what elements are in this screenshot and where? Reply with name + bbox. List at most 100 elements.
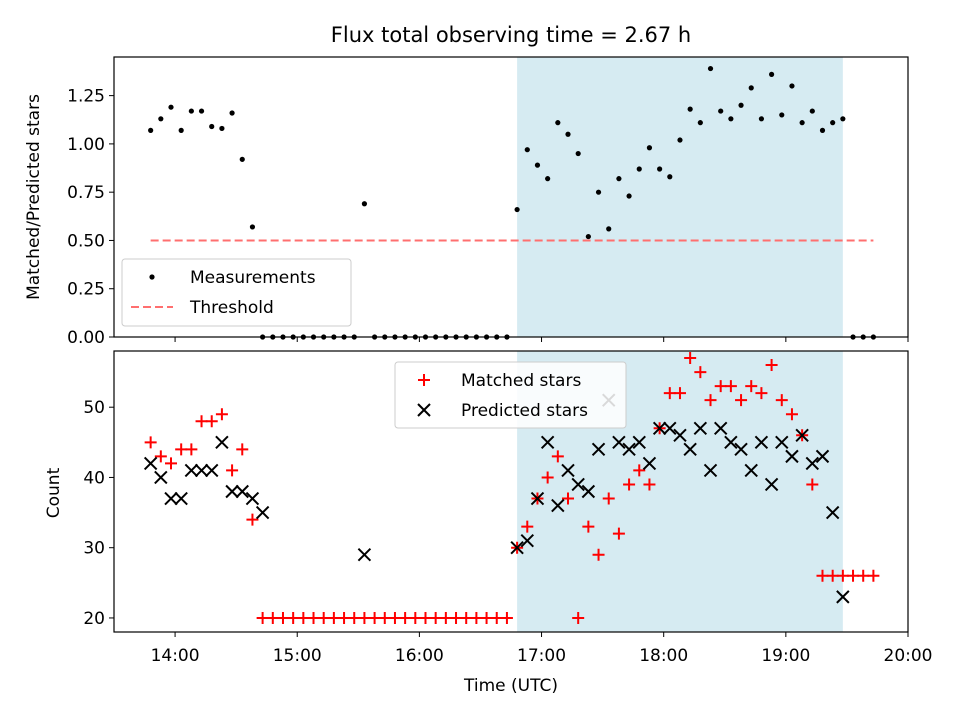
matched-star-point [236,443,249,456]
legend-label-predicted: Predicted stars [461,401,588,421]
matched-star-point [388,611,401,624]
measurement-point [677,137,683,143]
measurement-point [718,108,724,114]
measurement-point [646,145,653,151]
matched-star-point [450,611,463,624]
matched-star-point [378,611,391,624]
matched-star-point [826,569,839,582]
matched-star-point [439,611,452,624]
matched-star-point [623,478,636,491]
matched-star-point [246,513,259,526]
measurement-point [249,224,256,230]
measurement-point [616,176,622,182]
measurement-point [575,150,581,157]
predicted-star-point [815,449,830,464]
matched-star-point [419,611,432,624]
predicted-star-point [825,505,840,520]
y-tick-label: 40 [83,468,105,488]
predicted-star-point [673,428,687,443]
measurement-point [779,112,785,118]
measurement-point [198,108,205,114]
measurement-point [768,71,775,77]
predicted-star-point [836,590,850,604]
predicted-star-point [652,421,667,435]
measurement-point [148,127,154,133]
predicted-star-point [785,449,799,464]
predicted-star-point [174,491,188,506]
matched-star-point [612,527,625,540]
matched-star-point [175,443,188,456]
matched-star-point [215,408,228,421]
count-panel: 20 30 40 50 14:00 15:00 16:00 17:00 18:00 19:00 2… [44,350,933,696]
measurement-point [565,131,571,137]
predicted-star-point [235,484,249,499]
shaded-region [517,57,843,337]
y-axis-label: Matched/Predicted stars [24,94,44,300]
x-tick-label: 15:00 [273,646,322,666]
predicted-star-point [591,442,606,457]
predicted-star-point [683,442,697,457]
measurement-point [188,108,194,114]
matched-star-point [338,611,351,624]
measurement-point [229,110,235,116]
measurement-point [819,127,826,133]
predicted-star-point [245,491,260,506]
predicted-star-point [663,421,677,435]
measurement-point [840,116,846,122]
matched-star-point [633,464,646,477]
matched-star-point [867,569,880,582]
predicted-star-point [205,463,219,478]
y-tick-label: 0.75 [67,183,105,203]
matched-star-point [765,359,778,372]
predicted-star-point [225,484,239,499]
matched-star-point [256,611,269,624]
predicted-star-point [530,491,545,506]
legend-marker-matched [418,374,430,386]
predicted-star-point [764,477,779,492]
matched-star-point [745,380,758,393]
measurement-point [534,162,541,168]
predicted-star-point [215,435,229,450]
x-axis-ticks [174,337,909,342]
x-tick-label: 20:00 [884,646,933,666]
measurement-point [707,65,714,72]
measurement-point [758,116,765,122]
predicted-star-point [510,540,524,555]
matched-star-point [165,457,178,470]
matched-star-point [775,394,788,407]
legend: Matched stars Predicted stars [394,361,627,429]
predicted-star-point [795,428,809,443]
y-axis-label: Count [44,467,64,518]
matched-star-point [816,569,829,582]
measurement-point [219,125,225,132]
predicted-star-point [612,435,626,450]
predicted-stars-points [143,393,850,604]
matched-star-point [287,611,300,624]
axes-frame [113,56,909,338]
matched-star-point [266,611,279,624]
matched-star-point [724,380,737,393]
y-tick-label: 1.00 [67,135,105,155]
legend: Measurements Threshold [121,258,352,327]
legend-label-matched: Matched stars [461,371,581,391]
matched-star-point [144,436,157,449]
legend-marker-measurements [149,274,155,280]
matched-star-point [409,611,422,624]
measurement-point [697,120,703,126]
predicted-star-point [703,463,718,478]
measurement-point [738,102,744,108]
matched-star-point [562,492,575,505]
measurement-point [595,189,602,195]
measurement-point [626,193,632,199]
matched-star-point [490,611,503,624]
matched-star-point [602,492,615,505]
measurement-point [636,166,642,172]
matched-star-point [327,611,340,624]
matched-star-point [429,611,442,624]
matched-star-point [276,611,289,624]
measurement-point [809,108,815,114]
matched-star-point [297,611,310,624]
measurement-point [799,120,805,126]
predicted-star-point [154,470,168,485]
